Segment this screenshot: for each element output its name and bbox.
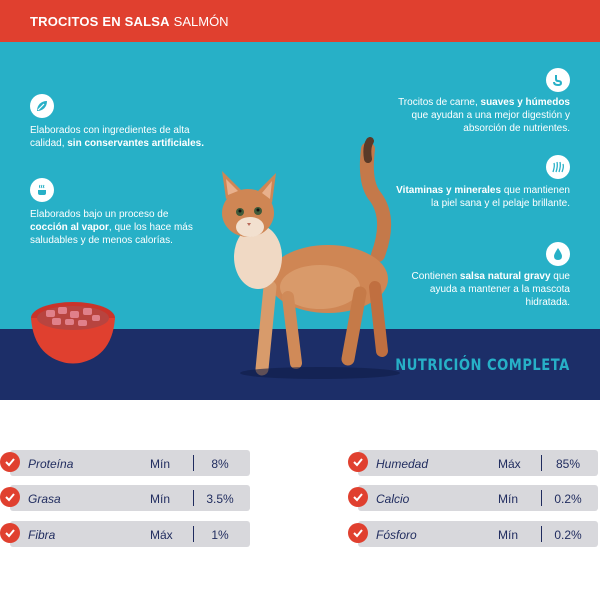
- feature-text: que ayudan a una mejor digestión y absor…: [411, 110, 570, 134]
- nutrient-qualifier: Mín: [150, 492, 171, 506]
- nutrient-value: 3.5%: [206, 492, 234, 506]
- check-icon: [348, 452, 368, 472]
- nutrition-row: Grasa Mín 3.5%: [0, 483, 250, 513]
- product-title: TROCITOS EN SALSA: [30, 13, 170, 29]
- leaf-icon: [30, 94, 54, 118]
- nutrient-value: 85%: [555, 457, 581, 471]
- feature-text-bold: suaves y húmedos: [480, 97, 570, 108]
- nutrient-qualifier: Máx: [498, 457, 521, 471]
- nutrient-name: Grasa: [28, 492, 61, 506]
- feature-ingredients: Elaborados con ingredientes de alta cali…: [30, 124, 205, 150]
- row-background: [358, 450, 598, 476]
- row-background: [10, 485, 250, 511]
- nutrient-qualifier: Mín: [498, 492, 519, 506]
- feature-steam-cooking: Elaborados bajo un proceso de cocción al…: [30, 208, 205, 247]
- nutrition-row: Calcio Mín 0.2%: [348, 483, 598, 513]
- nutrition-row: Proteína Mín 8%: [0, 448, 250, 478]
- check-icon: [0, 523, 20, 543]
- divider: [541, 490, 542, 506]
- divider: [193, 526, 194, 542]
- check-icon: [348, 487, 368, 507]
- feature-text-bold: salsa natural gravy: [459, 271, 551, 282]
- nutrition-row: Humedad Máx 85%: [348, 448, 598, 478]
- nutrient-name: Calcio: [376, 492, 410, 506]
- nutrient-name: Fósforo: [376, 528, 417, 542]
- row-background: [358, 485, 598, 511]
- nutrient-name: Humedad: [376, 457, 429, 471]
- feature-text-bold: sin conservantes artificiales.: [67, 138, 204, 149]
- divider: [193, 490, 194, 506]
- feature-text-bold: cocción al vapor: [30, 222, 109, 233]
- header-bar: TROCITOS EN SALSA SALMÓN: [0, 0, 600, 42]
- steam-pot-icon: [30, 178, 54, 202]
- nutrient-qualifier: Máx: [150, 528, 173, 542]
- divider: [193, 455, 194, 471]
- nutrient-value: 0.2%: [554, 528, 582, 542]
- feature-gravy: Contienen salsa natural gravy que ayuda …: [395, 270, 570, 309]
- feature-text: Elaborados bajo un proceso de: [30, 209, 169, 220]
- nutrition-row: Fibra Máx 1%: [0, 519, 250, 549]
- nutrition-row: Fósforo Mín 0.2%: [348, 519, 598, 549]
- divider: [541, 526, 542, 542]
- fur-icon: [546, 155, 570, 179]
- hero-section: Elaborados con ingredientes de alta cali…: [0, 42, 600, 400]
- nutrient-value: 0.2%: [554, 492, 582, 506]
- feature-text: , que los hace más saludables y de menos…: [30, 222, 193, 246]
- row-background: [10, 521, 250, 547]
- feature-text: Elaborados con ingredientes de alta cali…: [30, 125, 190, 149]
- food-bowl-image: [28, 298, 118, 375]
- feature-soft-chunks: Trocitos de carne, suaves y húmedos que …: [395, 96, 570, 135]
- feature-vitamins: Vitaminas y minerales que mantienen la p…: [395, 184, 570, 210]
- feature-text-bold: Vitaminas y minerales: [396, 185, 502, 196]
- feature-text: que mantienen la piel sana y el pelaje b…: [431, 185, 570, 209]
- divider: [541, 455, 542, 471]
- nutrition-tagline: NUTRICIÓN COMPLETA: [395, 355, 570, 374]
- cat-image: [200, 137, 410, 392]
- water-drop-icon: [546, 242, 570, 266]
- nutrient-name: Fibra: [28, 528, 56, 542]
- feature-text: que ayuda a mantener a la mascota hidrat…: [429, 271, 570, 308]
- check-icon: [0, 487, 20, 507]
- feature-text: Trocitos de carne,: [398, 97, 481, 108]
- product-flavor: SALMÓN: [173, 13, 229, 29]
- check-icon: [348, 523, 368, 543]
- row-background: [358, 521, 598, 547]
- check-icon: [0, 452, 20, 472]
- nutrient-name: Proteína: [28, 457, 74, 471]
- nutrient-qualifier: Mín: [498, 528, 519, 542]
- nutrient-value: 8%: [211, 457, 229, 471]
- stomach-icon: [546, 68, 570, 92]
- nutrient-qualifier: Mín: [150, 457, 171, 471]
- row-background: [10, 450, 250, 476]
- feature-text: Contienen: [411, 271, 460, 282]
- nutrient-value: 1%: [211, 528, 229, 542]
